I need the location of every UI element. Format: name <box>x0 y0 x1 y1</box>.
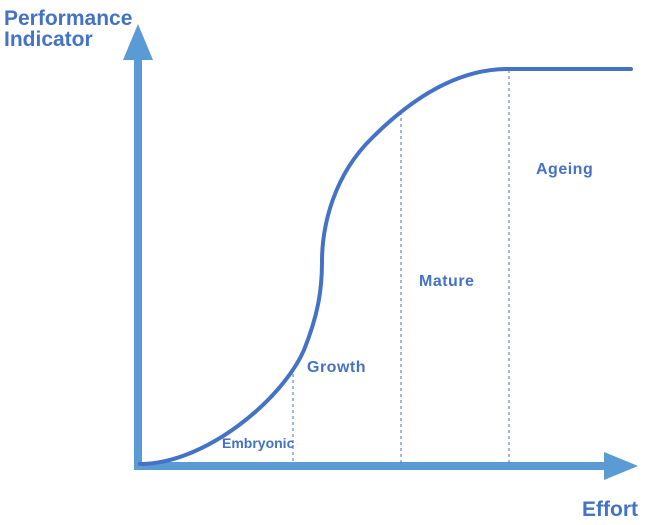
x-axis <box>134 452 638 480</box>
y-axis-label-line1: Performance <box>4 7 132 30</box>
y-axis-label-line2: Indicator <box>4 28 93 51</box>
phase-label-embryonic: Embryonic <box>222 435 295 451</box>
x-axis-arrowhead <box>604 452 638 480</box>
y-axis-arrowhead <box>123 24 153 60</box>
y-axis <box>123 24 153 468</box>
phase-label-ageing: Ageing <box>536 161 593 178</box>
phase-label-mature: Mature <box>419 273 474 290</box>
x-axis-label: Effort <box>582 498 638 521</box>
phase-label-growth: Growth <box>307 359 366 376</box>
phase-dividers <box>292 70 510 464</box>
s-curve <box>138 67 633 466</box>
